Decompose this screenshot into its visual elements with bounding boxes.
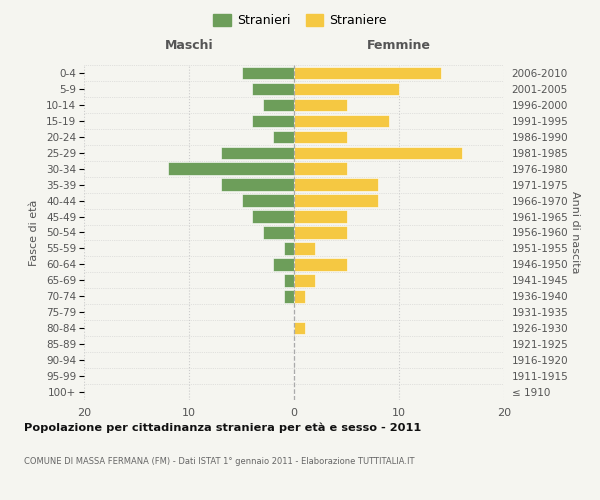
Bar bbox=[168, 162, 294, 175]
Bar bbox=[284, 274, 294, 286]
Text: Maschi: Maschi bbox=[164, 39, 214, 52]
Text: Popolazione per cittadinanza straniera per età e sesso - 2011: Popolazione per cittadinanza straniera p… bbox=[24, 422, 421, 433]
Bar bbox=[273, 130, 294, 143]
Bar bbox=[273, 258, 294, 270]
Legend: Stranieri, Straniere: Stranieri, Straniere bbox=[208, 8, 392, 32]
Bar bbox=[294, 130, 347, 143]
Bar bbox=[241, 67, 294, 79]
Bar bbox=[263, 98, 294, 111]
Bar bbox=[263, 226, 294, 238]
Bar bbox=[252, 114, 294, 127]
Text: Femmine: Femmine bbox=[367, 39, 431, 52]
Y-axis label: Fasce di età: Fasce di età bbox=[29, 200, 39, 266]
Text: COMUNE DI MASSA FERMANA (FM) - Dati ISTAT 1° gennaio 2011 - Elaborazione TUTTITA: COMUNE DI MASSA FERMANA (FM) - Dati ISTA… bbox=[24, 458, 415, 466]
Bar bbox=[294, 258, 347, 270]
Bar bbox=[294, 82, 399, 95]
Bar bbox=[221, 178, 294, 191]
Bar bbox=[294, 290, 305, 302]
Bar bbox=[241, 194, 294, 207]
Bar bbox=[252, 210, 294, 223]
Bar bbox=[294, 146, 462, 159]
Bar bbox=[221, 146, 294, 159]
Bar bbox=[294, 242, 315, 254]
Y-axis label: Anni di nascita: Anni di nascita bbox=[569, 191, 580, 274]
Bar bbox=[294, 178, 378, 191]
Bar bbox=[294, 322, 305, 334]
Bar bbox=[294, 274, 315, 286]
Bar bbox=[294, 226, 347, 238]
Bar bbox=[284, 242, 294, 254]
Bar bbox=[294, 194, 378, 207]
Bar bbox=[294, 210, 347, 223]
Bar bbox=[294, 114, 389, 127]
Bar bbox=[252, 82, 294, 95]
Bar bbox=[294, 98, 347, 111]
Bar bbox=[294, 162, 347, 175]
Bar bbox=[294, 67, 441, 79]
Bar bbox=[284, 290, 294, 302]
